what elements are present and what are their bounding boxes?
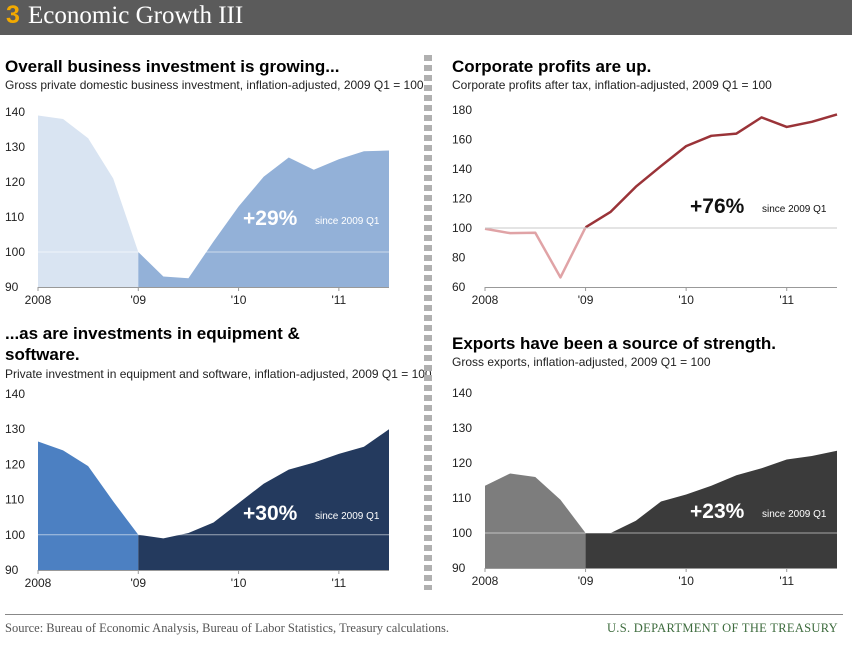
growth-annotation-note: since 2009 Q1 bbox=[315, 216, 380, 227]
x-tick-label: '10 bbox=[678, 574, 694, 588]
y-tick-label: 110 bbox=[5, 493, 24, 507]
x-tick-label: '10 bbox=[231, 576, 247, 590]
y-tick-label: 140 bbox=[452, 387, 472, 400]
y-tick-label: 100 bbox=[5, 245, 25, 259]
y-tick-label: 130 bbox=[5, 140, 25, 154]
x-tick-label: '11 bbox=[779, 293, 794, 307]
area-pre-2009 bbox=[38, 115, 139, 287]
y-tick-label: 100 bbox=[5, 528, 25, 542]
x-tick-label: '09 bbox=[578, 574, 594, 588]
y-tick-label: 120 bbox=[452, 456, 472, 470]
section-number: 3 bbox=[6, 1, 20, 29]
y-tick-label: 110 bbox=[452, 491, 471, 505]
area-since-2009 bbox=[138, 429, 389, 570]
x-tick-label: '10 bbox=[678, 293, 694, 307]
footer-rule bbox=[5, 614, 843, 615]
x-tick-label: 2008 bbox=[25, 576, 52, 590]
x-tick-label: '09 bbox=[130, 293, 146, 307]
header-bar: 3 Economic Growth III bbox=[0, 0, 852, 35]
y-tick-label: 80 bbox=[452, 251, 466, 265]
y-tick-label: 90 bbox=[5, 563, 19, 577]
y-tick-label: 90 bbox=[5, 280, 19, 294]
y-tick-label: 180 bbox=[452, 103, 472, 117]
line-since-2009 bbox=[584, 113, 838, 229]
y-tick-label: 130 bbox=[5, 422, 25, 436]
growth-annotation-note: since 2009 Q1 bbox=[762, 204, 827, 215]
y-tick-label: 100 bbox=[452, 526, 472, 540]
y-tick-label: 140 bbox=[5, 105, 25, 119]
line-pre-2009 bbox=[484, 226, 587, 279]
panel-title: Corporate profits are up. bbox=[452, 57, 652, 76]
source-note: Source: Bureau of Economic Analysis, Bur… bbox=[5, 621, 450, 635]
panel-subtitle: Gross private domestic business investme… bbox=[5, 78, 424, 92]
area-pre-2009 bbox=[485, 473, 586, 568]
y-tick-label: 90 bbox=[452, 561, 466, 575]
x-tick-label: '10 bbox=[231, 293, 247, 307]
y-tick-label: 120 bbox=[5, 457, 25, 471]
y-tick-label: 160 bbox=[452, 133, 472, 147]
x-tick-label: 2008 bbox=[472, 574, 499, 588]
panel-subtitle: Private investment in equipment and soft… bbox=[5, 367, 432, 381]
y-tick-label: 140 bbox=[452, 162, 472, 176]
area-since-2009 bbox=[138, 150, 389, 287]
x-tick-label: 2008 bbox=[25, 293, 52, 307]
x-tick-label: '11 bbox=[779, 574, 794, 588]
growth-annotation-note: since 2009 Q1 bbox=[315, 511, 380, 522]
panel-divider bbox=[424, 55, 432, 590]
x-tick-label: '11 bbox=[331, 576, 346, 590]
y-tick-label: 140 bbox=[5, 387, 25, 401]
x-tick-label: '09 bbox=[130, 576, 146, 590]
chart-corporate-profits: 60 80 100 120 140 160 180 2008 '09 '10 '11 +76% sinc… bbox=[452, 103, 838, 307]
panel-title: ...as are investments in equipment & sof… bbox=[5, 324, 300, 364]
growth-annotation: +23% bbox=[690, 500, 745, 523]
chart-business-investment: 90 100 110 120 130 140 2008 '09 '10 '11 +29% since … bbox=[5, 105, 389, 307]
panel-business-investment: Overall business investment is growing..… bbox=[5, 56, 425, 311]
chart-exports: 90 100 110 120 130 140 2008 '09 '10 '11 +23% since … bbox=[452, 387, 837, 588]
page-title: Economic Growth III bbox=[28, 2, 244, 29]
x-tick-label: 2008 bbox=[472, 293, 499, 307]
panel-title: Exports have been a source of strength. bbox=[452, 334, 777, 353]
growth-annotation-note: since 2009 Q1 bbox=[762, 509, 827, 520]
panel-corporate-profits: Corporate profits are up. Corporate prof… bbox=[452, 56, 852, 311]
panel-subtitle: Gross exports, inflation-adjusted, 2009 … bbox=[452, 355, 711, 369]
area-pre-2009 bbox=[38, 441, 139, 570]
x-tick-label: '09 bbox=[578, 293, 594, 307]
y-tick-label: 110 bbox=[5, 210, 24, 224]
growth-annotation: +29% bbox=[243, 207, 298, 230]
panel-exports: Exports have been a source of strength. … bbox=[452, 333, 852, 598]
y-tick-label: 60 bbox=[452, 280, 466, 294]
y-tick-label: 120 bbox=[452, 192, 472, 206]
growth-annotation: +76% bbox=[690, 195, 745, 218]
y-tick-label: 100 bbox=[452, 221, 472, 235]
panel-equipment-software: ...as are investments in equipment & sof… bbox=[5, 323, 432, 598]
area-since-2009 bbox=[585, 450, 837, 568]
panel-subtitle: Corporate profits after tax, inflation-a… bbox=[452, 78, 772, 92]
y-tick-label: 120 bbox=[5, 175, 25, 189]
chart-equipment-software: 90 100 110 120 130 140 2008 '09 '10 '11 +30% since … bbox=[5, 387, 389, 590]
x-tick-label: '11 bbox=[331, 293, 346, 307]
agency-name: U.S. DEPARTMENT OF THE TREASURY bbox=[606, 621, 838, 635]
growth-annotation: +30% bbox=[243, 502, 298, 525]
y-tick-label: 130 bbox=[452, 421, 472, 435]
panel-title: Overall business investment is growing..… bbox=[5, 57, 340, 76]
